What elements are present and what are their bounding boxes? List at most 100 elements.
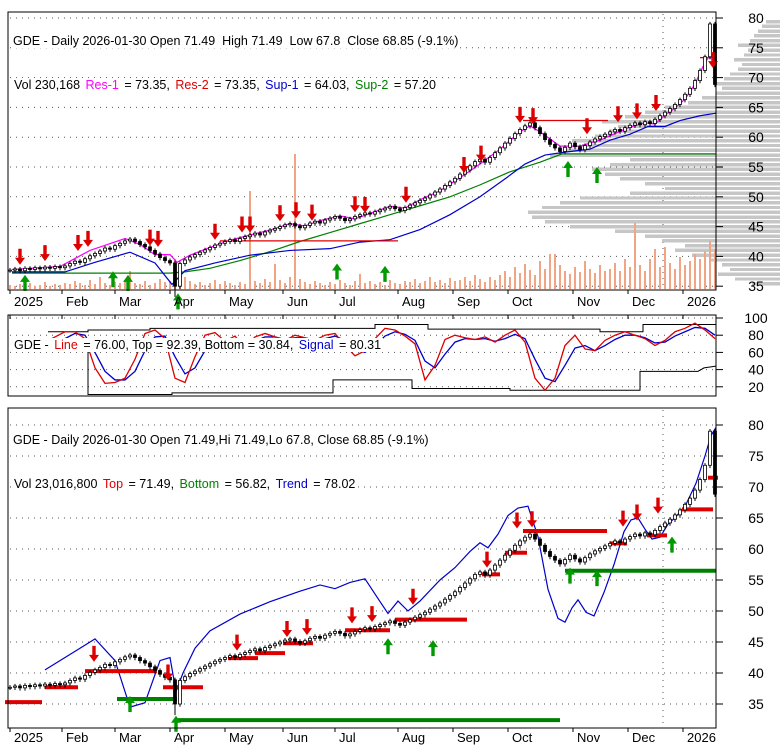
panel3-trend-line — [44, 427, 717, 708]
svg-text:75: 75 — [748, 40, 764, 56]
svg-text:May: May — [229, 730, 254, 745]
svg-text:Mar: Mar — [119, 294, 142, 309]
svg-text:Feb: Feb — [66, 294, 88, 309]
svg-text:70: 70 — [748, 70, 764, 86]
svg-text:65: 65 — [748, 99, 764, 115]
svg-text:May: May — [229, 294, 254, 309]
panel1-frame: 80 75 70 65 60 55 50 45 40 35 — [7, 10, 764, 294]
panel2-title: GDE - Line = 76.00, Top = 92.39, Bottom … — [12, 338, 384, 352]
header-text-segment: = 57.20 — [389, 77, 437, 92]
svg-text:35: 35 — [748, 696, 764, 712]
svg-text:Apr: Apr — [174, 294, 195, 309]
svg-text:Oct: Oct — [512, 730, 533, 745]
svg-text:65: 65 — [748, 510, 764, 526]
svg-text:45: 45 — [748, 219, 764, 235]
panel2-header: GDE - Line = 76.00, Top = 92.39, Bottom … — [12, 309, 384, 382]
header-text-segment: = 78.02 — [308, 476, 357, 491]
panel3-sell-arrows — [89, 497, 663, 681]
svg-text:35: 35 — [748, 278, 764, 294]
panel1-header: GDE - Daily 2026-01-30 Open 71.49 High 7… — [12, 5, 460, 121]
header-text-segment: = 73.35, — [119, 77, 175, 92]
header-text-segment: Sup-2 — [354, 77, 390, 92]
panel3-header: GDE - Daily 2026-01-30 Open 71.49,Hi 71.… — [12, 404, 430, 520]
panel3-buy-arrows — [125, 536, 677, 732]
svg-text:Aug: Aug — [402, 294, 425, 309]
svg-text:Dec: Dec — [632, 730, 656, 745]
header-text-segment: Res-1 — [84, 77, 120, 92]
svg-text:55: 55 — [748, 159, 764, 175]
header-text-segment: Line — [53, 338, 79, 352]
svg-text:45: 45 — [748, 634, 764, 650]
svg-text:50: 50 — [748, 189, 764, 205]
header-text-segment: = 80.31 — [334, 338, 383, 352]
svg-text:40: 40 — [748, 665, 764, 681]
svg-text:100: 100 — [744, 310, 768, 326]
svg-text:2025: 2025 — [14, 294, 43, 309]
panel1-support2-line — [12, 153, 716, 274]
panel3-x-axis: 2025 Feb Mar Apr May Jun Jul Aug Sep Oct Nov Dec 202… — [9, 728, 716, 745]
svg-text:Aug: Aug — [402, 730, 425, 745]
svg-text:80: 80 — [748, 10, 764, 26]
panel1-x-axis: 2025 Feb Mar Apr May Jun Jul Aug Sep Oct Nov Dec 202… — [9, 290, 716, 309]
header-text-segment: Vol 23,016,800 — [13, 476, 102, 491]
svg-text:Feb: Feb — [66, 730, 88, 745]
panel2-signal-line — [64, 326, 716, 383]
svg-text:Nov: Nov — [577, 730, 601, 745]
svg-text:70: 70 — [748, 479, 764, 495]
panel2-gridlines — [10, 317, 716, 388]
panel3-bottom-segments — [117, 568, 716, 723]
svg-text:60: 60 — [748, 129, 764, 145]
header-text-segment: = 73.35, — [209, 77, 265, 92]
svg-text:80: 80 — [748, 417, 764, 433]
panel1-title: GDE - Daily 2026-01-30 Open 71.49 High 7… — [12, 34, 460, 48]
svg-text:Apr: Apr — [174, 730, 195, 745]
header-text-segment: = 56.82, — [220, 476, 275, 491]
panel3-top-segments — [5, 475, 718, 705]
panel3-indicator-values: Vol 23,016,800 Top = 71.49, Bottom = 56.… — [12, 476, 358, 491]
header-text-segment: = 64.03, — [299, 77, 355, 92]
header-text-segment: Vol 230,168 — [13, 77, 85, 92]
svg-text:Sep: Sep — [457, 730, 480, 745]
svg-text:40: 40 — [748, 248, 764, 264]
svg-text:2026: 2026 — [687, 294, 716, 309]
panel3-frame: 80 75 70 65 60 55 50 45 40 35 — [7, 407, 764, 729]
svg-text:75: 75 — [748, 448, 764, 464]
panel1-indicator-values: Vol 230,168 Res-1 = 73.35, Res-2 = 73.35… — [12, 77, 438, 92]
panel2-main-line — [44, 322, 716, 392]
svg-text:Mar: Mar — [119, 730, 142, 745]
svg-text:80: 80 — [748, 327, 764, 343]
svg-text:Nov: Nov — [577, 294, 601, 309]
panel3-title: GDE - Daily 2026-01-30 Open 71.49,Hi 71.… — [12, 433, 430, 447]
header-text-segment: Signal — [297, 338, 335, 352]
panel2-range-steps — [48, 324, 717, 396]
panel3-candlesticks — [8, 429, 717, 716]
svg-text:60: 60 — [748, 541, 764, 557]
svg-text:2025: 2025 — [14, 730, 43, 745]
panel1-volume-profile — [528, 19, 780, 286]
header-text-segment: Trend — [274, 476, 309, 491]
panel1-sell-arrows — [15, 52, 718, 265]
header-text-segment: = 71.49, — [124, 476, 179, 491]
svg-text:Oct: Oct — [512, 294, 533, 309]
header-text-segment: GDE - — [13, 338, 54, 352]
svg-text:Jul: Jul — [339, 730, 356, 745]
svg-text:Dec: Dec — [632, 294, 656, 309]
header-text-segment: Bottom — [178, 476, 221, 491]
header-text-segment: Res-2 — [174, 77, 210, 92]
panel1-support1-line — [12, 112, 717, 286]
svg-text:Jun: Jun — [287, 294, 308, 309]
svg-text:60: 60 — [748, 344, 764, 360]
svg-text:55: 55 — [748, 572, 764, 588]
svg-text:Jul: Jul — [339, 294, 356, 309]
svg-text:2026: 2026 — [687, 730, 716, 745]
header-text-segment: = 76.00, Top = 92.39, Bottom = 30.84, — [78, 338, 298, 352]
svg-text:Sep: Sep — [457, 294, 480, 309]
svg-text:40: 40 — [748, 362, 764, 378]
svg-text:20: 20 — [748, 379, 764, 395]
svg-text:Jun: Jun — [287, 730, 308, 745]
header-text-segment: Sup-1 — [264, 77, 300, 92]
panel1-buy-arrows — [20, 161, 602, 310]
